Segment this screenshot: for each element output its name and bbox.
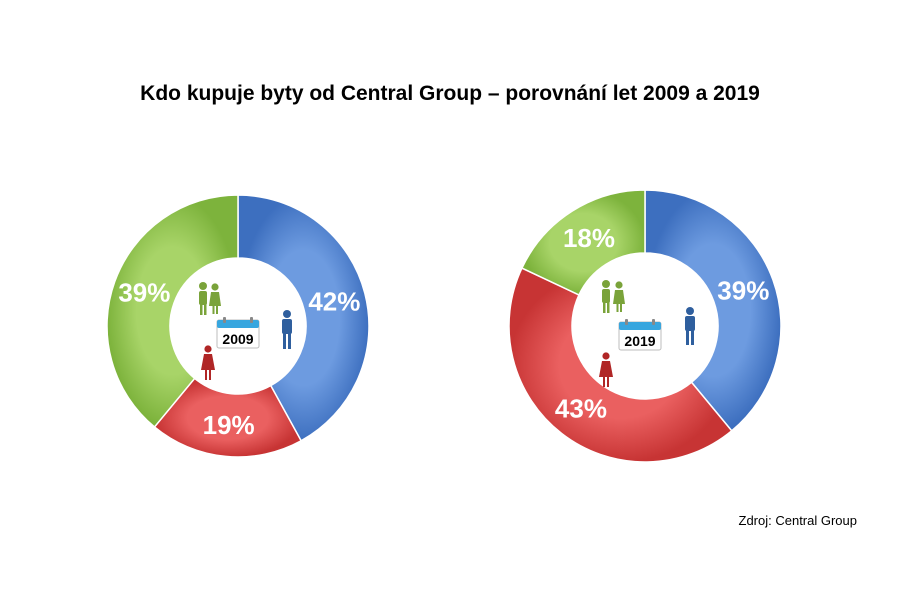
slice-blue-2009: [237, 194, 370, 442]
couple-icon: [199, 282, 221, 315]
slice-blue-2019: [644, 189, 782, 432]
data-label-blue-2019: 39%: [717, 276, 769, 306]
calendar-icon: [618, 319, 662, 351]
calendar-icon: [216, 317, 260, 349]
chart-title: Kdo kupuje byty od Central Group – porov…: [140, 82, 760, 105]
source-note: Zdroj: Central Group: [738, 513, 858, 528]
slice-green-2009: [106, 194, 239, 428]
data-label-red-2009: 19%: [203, 410, 255, 440]
donut-chart-2019: 39% 43% 18% 2019: [508, 189, 782, 463]
woman-icon: [201, 345, 215, 380]
man-icon: [282, 310, 292, 349]
slice-red-2009: [153, 377, 303, 458]
woman-icon: [599, 352, 613, 387]
slice-green-2019: [520, 189, 646, 296]
donut-chart-2009: 42% 19% 39% 2009: [106, 194, 370, 458]
year-label-2019: 2019: [624, 333, 655, 349]
data-label-green-2009: 39%: [118, 277, 170, 307]
data-label-red-2019: 43%: [555, 394, 607, 424]
slice-red-2019: [508, 267, 733, 463]
year-label-2009: 2009: [222, 331, 253, 347]
data-label-green-2019: 18%: [563, 223, 615, 253]
couple-icon: [602, 280, 625, 313]
man-icon: [685, 307, 695, 345]
data-label-blue-2009: 42%: [308, 286, 360, 316]
